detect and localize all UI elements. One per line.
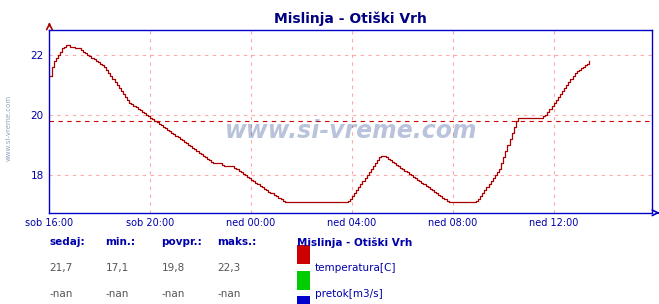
Text: pretok[m3/s]: pretok[m3/s] bbox=[315, 289, 383, 299]
Text: 19,8: 19,8 bbox=[161, 263, 185, 273]
Text: -nan: -nan bbox=[161, 289, 185, 299]
Text: sedaj:: sedaj: bbox=[49, 237, 85, 247]
Text: maks.:: maks.: bbox=[217, 237, 257, 247]
Text: povpr.:: povpr.: bbox=[161, 237, 202, 247]
Text: 17,1: 17,1 bbox=[105, 263, 129, 273]
Text: -nan: -nan bbox=[49, 289, 72, 299]
Text: 22,3: 22,3 bbox=[217, 263, 241, 273]
Text: -nan: -nan bbox=[105, 289, 129, 299]
Text: min.:: min.: bbox=[105, 237, 136, 247]
Text: www.si-vreme.com: www.si-vreme.com bbox=[225, 119, 477, 143]
Text: 21,7: 21,7 bbox=[49, 263, 72, 273]
Text: Mislinja - Otiški Vrh: Mislinja - Otiški Vrh bbox=[297, 237, 412, 248]
Title: Mislinja - Otiški Vrh: Mislinja - Otiški Vrh bbox=[275, 12, 427, 26]
Text: -nan: -nan bbox=[217, 289, 241, 299]
Text: www.si-vreme.com: www.si-vreme.com bbox=[5, 95, 11, 161]
Text: temperatura[C]: temperatura[C] bbox=[315, 263, 397, 273]
